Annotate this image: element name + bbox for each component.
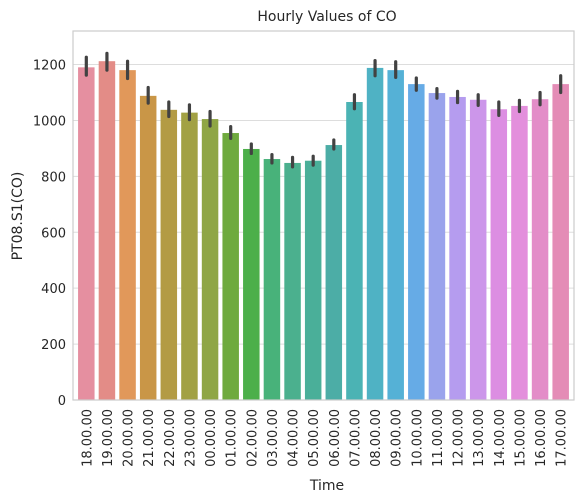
x-axis-ticks: 18.00.00 19.00.00 20.00.00 21.00.00 22.00.00…: [80, 409, 569, 467]
x-tick-label: 05.00.00: [307, 409, 322, 467]
chart-title: Hourly Values of CO: [257, 9, 396, 25]
x-tick-label: 14.00.00: [493, 409, 508, 467]
bar: [263, 159, 281, 400]
bar: [490, 109, 508, 400]
x-tick-label: 06.00.00: [328, 409, 343, 467]
bar: [160, 109, 178, 400]
bar: [469, 99, 487, 400]
bar: [98, 61, 116, 400]
x-tick-label: 07.00.00: [348, 409, 363, 467]
x-tick-label: 15.00.00: [513, 409, 528, 467]
x-tick-label: 22.00.00: [163, 409, 178, 467]
y-tick-label: 400: [41, 282, 66, 297]
x-tick-label: 12.00.00: [452, 409, 467, 467]
x-tick-label: 08.00.00: [369, 409, 384, 467]
bar: [201, 119, 219, 400]
bar: [304, 160, 322, 400]
x-tick-label: 11.00.00: [431, 409, 446, 467]
bar: [222, 133, 239, 400]
x-tick-label: 17.00.00: [555, 409, 570, 467]
x-tick-label: 23.00.00: [183, 409, 198, 467]
error-bars: [84, 51, 563, 169]
y-tick-label: 1000: [33, 114, 66, 129]
y-tick-label: 200: [41, 338, 66, 353]
bar: [387, 70, 404, 401]
x-tick-label: 03.00.00: [266, 409, 281, 467]
x-tick-label: 21.00.00: [142, 409, 157, 467]
x-tick-label: 04.00.00: [287, 409, 302, 467]
y-axis-label: PT08.S1(CO): [10, 172, 26, 261]
bars: [78, 61, 569, 401]
bar: [243, 148, 260, 400]
x-tick-label: 13.00.00: [472, 409, 487, 467]
y-tick-label: 800: [41, 170, 66, 185]
bar: [552, 84, 569, 400]
x-tick-label: 18.00.00: [80, 409, 95, 467]
y-tick-label: 600: [41, 226, 66, 241]
x-tick-label: 16.00.00: [534, 409, 549, 467]
x-axis-label: Time: [309, 478, 344, 494]
bar: [181, 112, 198, 401]
bar: [428, 93, 446, 401]
x-tick-label: 09.00.00: [390, 409, 405, 467]
bar: [139, 95, 157, 400]
bar: [284, 162, 301, 400]
x-tick-label: 02.00.00: [245, 409, 260, 467]
x-tick-label: 19.00.00: [101, 409, 116, 467]
bar: [408, 84, 425, 400]
y-tick-label: 0: [58, 394, 66, 409]
x-tick-label: 00.00.00: [204, 409, 219, 467]
x-tick-label: 01.00.00: [225, 409, 240, 467]
x-tick-label: 20.00.00: [122, 409, 137, 467]
bar: [449, 96, 466, 401]
bar: [325, 145, 343, 400]
bar: [511, 105, 528, 400]
bar: [119, 70, 136, 401]
bar: [531, 99, 549, 400]
plot-frame: [72, 30, 575, 401]
bar: [346, 102, 363, 400]
bar: [78, 67, 95, 400]
grid-lines: [73, 64, 574, 401]
bar: [366, 67, 384, 401]
y-axis-ticks: 0 200 400 600 800 1000 1200: [33, 59, 66, 409]
y-tick-label: 1200: [33, 59, 66, 74]
x-tick-label: 10.00.00: [410, 409, 425, 467]
